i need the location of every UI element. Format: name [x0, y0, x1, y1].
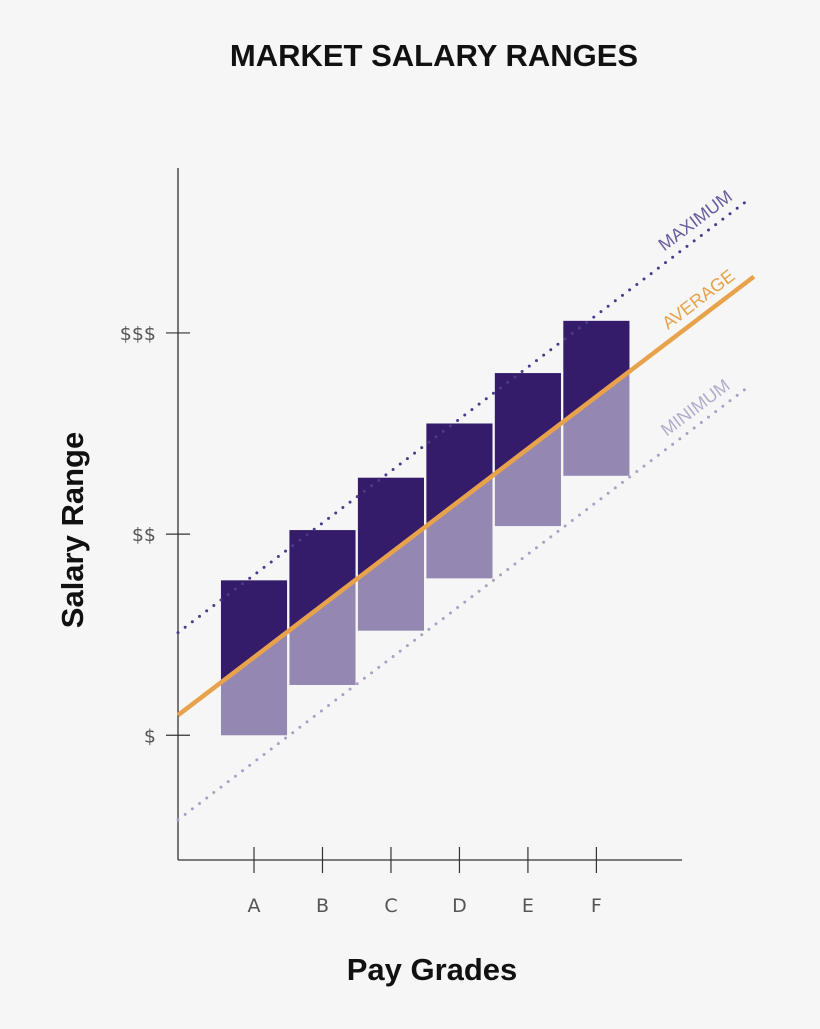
y-tick-label: $$$	[120, 323, 156, 345]
x-tick-label: F	[591, 895, 602, 917]
line-label-minimum: MINIMUM	[657, 375, 734, 440]
x-tick-label: A	[248, 895, 261, 917]
chart-title: MARKET SALARY RANGES	[230, 38, 638, 73]
range-bar-a-upper	[220, 580, 288, 683]
line-maximum	[176, 196, 752, 635]
range-bar-d-upper	[426, 423, 493, 527]
x-tick-label: B	[316, 895, 329, 917]
x-axis-label: Pay Grades	[347, 952, 518, 987]
y-tick-label: $	[144, 725, 156, 747]
x-tick-label: C	[384, 895, 397, 917]
y-axis-label: Salary Range	[55, 432, 90, 628]
range-bar-e-upper	[494, 373, 561, 474]
x-tick-label: E	[522, 895, 534, 917]
line-minimum	[176, 383, 752, 822]
x-tick-label: D	[452, 895, 467, 917]
line-average	[176, 274, 756, 717]
range-bar-c-upper	[357, 477, 425, 579]
range-bar-b-upper	[289, 530, 356, 631]
range-bar-f-upper	[563, 320, 630, 422]
y-tick-label: $$	[132, 524, 156, 546]
line-label-maximum: MAXIMUM	[655, 186, 736, 255]
